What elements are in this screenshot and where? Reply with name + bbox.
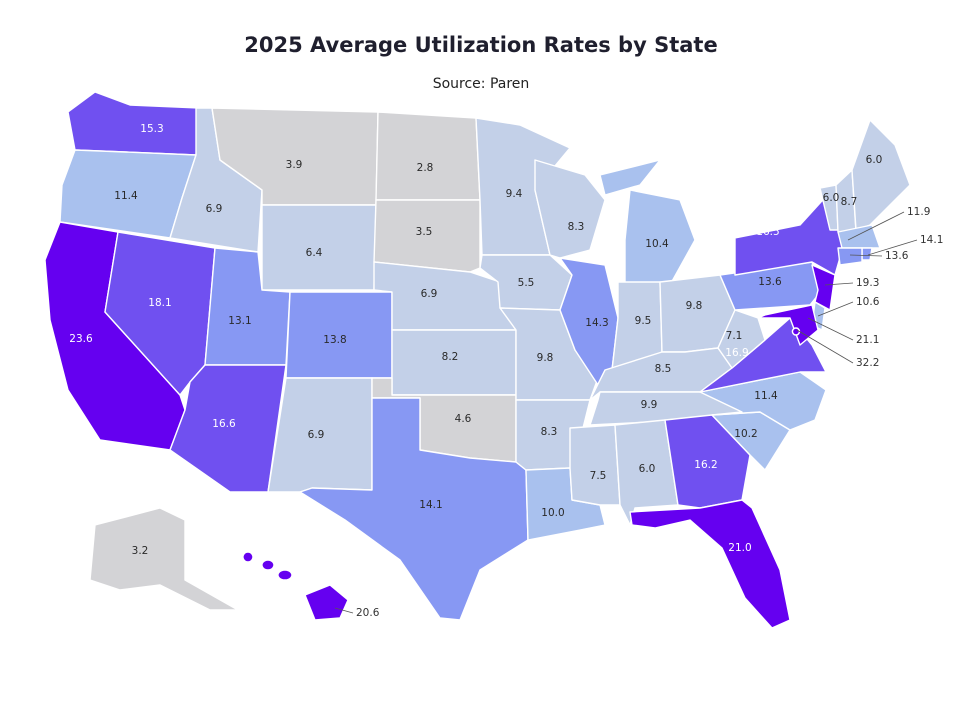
state-value-label-wa: 15.3 (140, 123, 163, 135)
state-value-label-id: 6.9 (206, 203, 223, 215)
state-value-label-ak: 3.2 (132, 545, 149, 557)
state-value-label-ks: 8.2 (442, 351, 459, 363)
state-value-label-md: 21.1 (856, 334, 879, 346)
state-value-label-mo: 9.8 (537, 352, 554, 364)
state-value-label-pa: 13.6 (758, 276, 782, 288)
leader-line-dc (796, 329, 854, 364)
state-value-label-ky: 8.5 (655, 363, 672, 375)
state-ms (569, 424, 621, 506)
leader-line-de (817, 301, 854, 317)
leader-line-ma (847, 211, 905, 241)
state-value-label-fl: 21.0 (728, 542, 751, 554)
state-value-label-mn: 9.4 (506, 188, 523, 200)
leader-line-ct (849, 254, 883, 257)
state-value-label-sd: 3.5 (416, 226, 433, 238)
state-fl (629, 499, 791, 629)
state-value-label-ut: 13.1 (228, 315, 251, 327)
state-value-label-nd: 2.8 (417, 162, 434, 174)
state-value-label-tn: 9.9 (641, 399, 658, 411)
state-value-label-hi: 20.6 (356, 607, 380, 619)
state-value-label-ia: 5.5 (518, 277, 535, 289)
state-value-label-or: 11.4 (114, 190, 138, 202)
state-wa (67, 91, 201, 156)
state-ct (837, 247, 863, 266)
state-value-label-sc: 10.2 (734, 428, 757, 440)
state-value-label-tx: 14.1 (419, 499, 442, 511)
state-value-label-ga: 16.2 (694, 459, 717, 471)
state-value-label-il: 14.3 (585, 317, 608, 329)
state-value-label-nj: 19.3 (856, 277, 879, 289)
state-value-label-nh: 8.7 (841, 196, 858, 208)
leader-line-ri (867, 239, 918, 256)
state-ak (89, 507, 239, 611)
state-value-label-me: 6.0 (866, 154, 883, 166)
state-value-label-ok: 4.6 (455, 413, 472, 425)
state-value-label-ne: 6.9 (421, 288, 438, 300)
state-value-label-az: 16.6 (212, 418, 236, 430)
state-hi (242, 551, 349, 621)
state-value-label-la: 10.0 (541, 507, 564, 519)
state-ma (837, 224, 881, 249)
state-value-label-nv: 18.1 (148, 297, 171, 309)
state-az (169, 364, 287, 493)
state-value-label-oh: 9.8 (686, 300, 703, 312)
state-md (757, 304, 819, 346)
map-title: 2025 Average Utilization Rates by State (244, 33, 718, 57)
state-wi (534, 159, 606, 259)
state-nd (375, 111, 481, 201)
state-tx (299, 397, 529, 621)
state-mi (599, 159, 696, 286)
leader-line-nj (824, 282, 854, 286)
state-value-label-wy: 6.4 (306, 247, 323, 259)
state-value-label-in: 9.5 (635, 315, 652, 327)
state-value-label-ar: 8.3 (541, 426, 558, 438)
state-nc (699, 371, 827, 431)
state-value-label-wi: 8.3 (568, 221, 585, 233)
state-value-label-ma: 11.9 (907, 206, 930, 218)
state-value-label-ny: 16.5 (756, 226, 779, 238)
state-dc (791, 327, 801, 336)
state-value-label-nc: 11.4 (754, 390, 778, 402)
state-value-label-de: 10.6 (856, 296, 880, 308)
state-value-label-ri: 14.1 (920, 234, 943, 246)
state-sd (373, 199, 481, 273)
state-wv (717, 309, 766, 369)
state-value-label-co: 13.8 (323, 334, 346, 346)
state-value-label-va: 16.9 (725, 347, 748, 359)
state-value-label-mi: 10.4 (645, 238, 669, 250)
state-value-label-wv: 7.1 (726, 330, 743, 342)
map-subtitle: Source: Paren (432, 76, 530, 92)
state-value-label-ms: 7.5 (590, 470, 607, 482)
leader-line-hi (334, 607, 354, 614)
leader-line-md (807, 317, 854, 341)
state-value-label-dc: 32.2 (856, 357, 879, 369)
state-value-label-ca: 23.6 (69, 333, 93, 345)
state-value-label-vt: 6.0 (823, 192, 840, 204)
state-value-label-ct: 13.6 (885, 250, 909, 262)
state-value-label-nm: 6.9 (308, 429, 325, 441)
state-value-label-mt: 3.9 (286, 159, 303, 171)
state-value-label-al: 6.0 (639, 463, 656, 475)
